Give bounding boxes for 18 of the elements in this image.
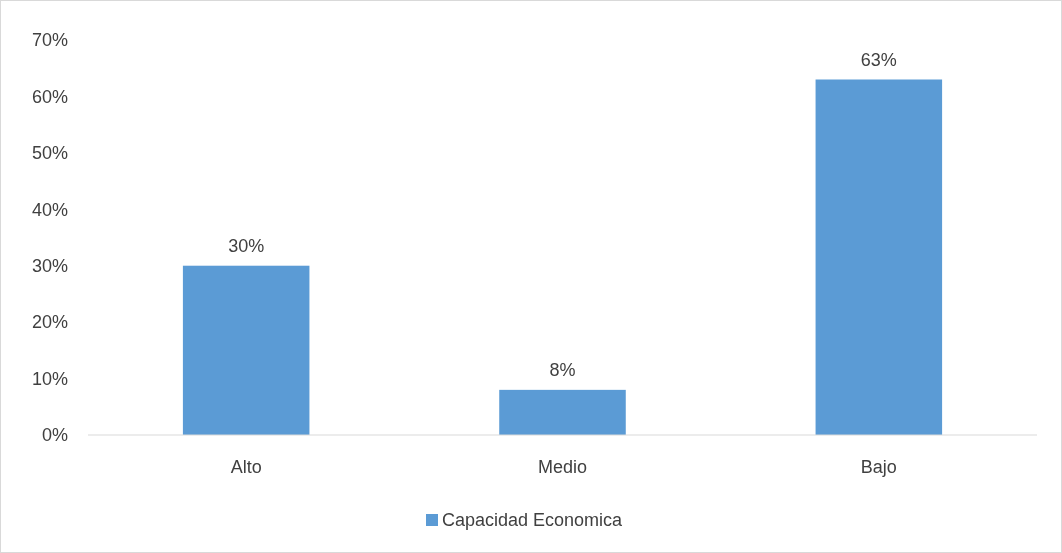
y-tick-label: 10% [31,368,68,389]
y-tick-label: 0% [41,425,68,446]
bar [182,265,310,435]
y-tick-label: 50% [31,143,68,164]
bar [499,389,626,435]
text: 8% [549,359,576,380]
y-tick-label: 60% [31,86,68,107]
y-tick-label: 20% [31,312,68,333]
bar [815,79,943,435]
text: 63% [860,49,897,70]
y-tick-label: 40% [31,199,68,220]
y-tick-label: 70% [31,30,68,51]
text: 30% [228,235,265,256]
x-tick-label: Medio [537,457,588,477]
x-tick-label: Alto [230,457,262,477]
legend-label: Capacidad Economica [442,510,624,531]
x-tick-label: Bajo [860,457,897,477]
y-tick-label: 30% [31,256,68,277]
